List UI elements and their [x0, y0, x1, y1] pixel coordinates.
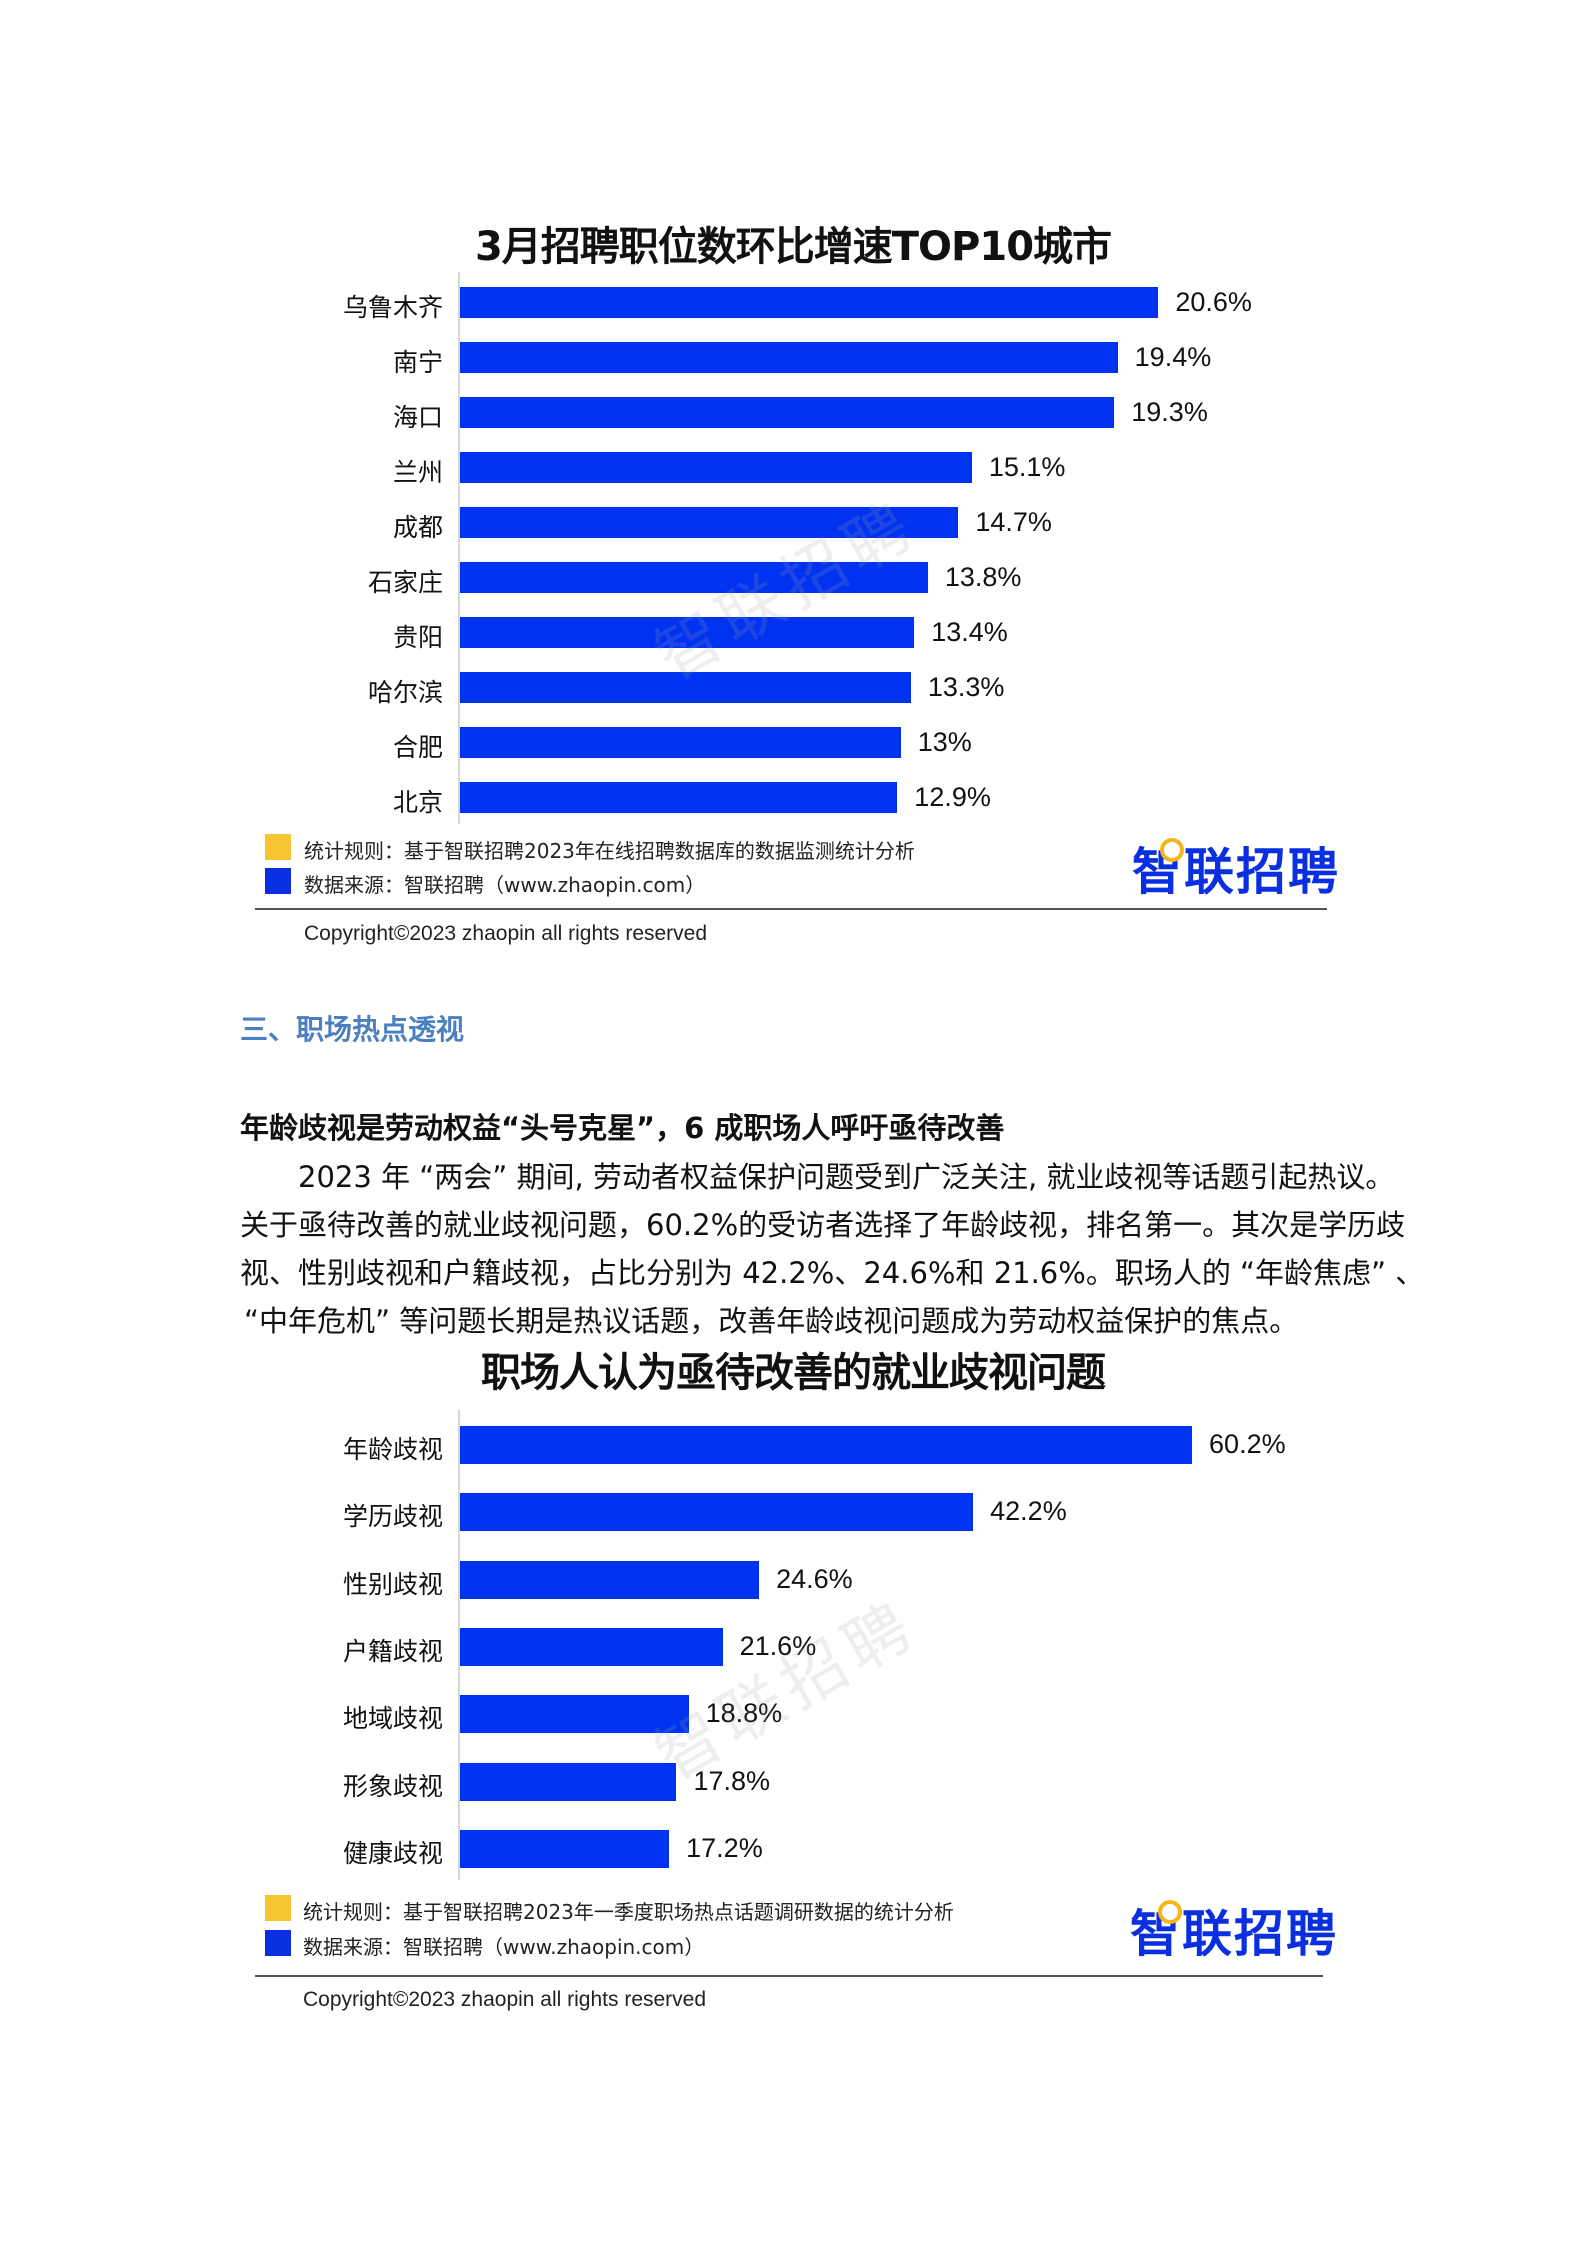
section-heading: 三、职场热点透视	[240, 1013, 465, 1046]
legend-source-swatch	[265, 868, 291, 894]
article-subheading: 年龄歧视是劳动权益“头号克星”，6 成职场人呼吁亟待改善	[240, 1111, 1005, 1145]
logo-pin-icon	[1158, 1900, 1182, 1924]
category-label: 北京	[392, 787, 443, 817]
value-label: 21.6%	[739, 1630, 817, 1661]
value-label: 17.8%	[693, 1765, 770, 1796]
bar	[460, 507, 959, 538]
category-label: 南宁	[392, 347, 443, 377]
value-label: 17.2%	[686, 1832, 763, 1863]
bar	[460, 1695, 689, 1734]
legend-source-swatch	[265, 1930, 291, 1956]
legend-rule-swatch	[265, 1895, 291, 1921]
bar	[460, 1627, 723, 1666]
bar	[460, 342, 1118, 373]
value-label: 13.8%	[944, 561, 1022, 592]
bar	[460, 1560, 760, 1599]
bar	[460, 727, 901, 758]
value-label: 13.3%	[927, 671, 1005, 702]
category-label: 地域歧视	[342, 1704, 443, 1734]
category-label: 成都	[392, 512, 443, 542]
bar	[460, 617, 915, 648]
chart2-source-text: 数据来源：智联招聘（www.zhaopin.com）	[303, 1935, 705, 1959]
chart1-divider	[255, 908, 1327, 910]
category-label: 石家庄	[367, 567, 443, 597]
category-label: 户籍歧视	[342, 1636, 443, 1666]
chart2-rule-text: 统计规则：基于智联招聘2023年一季度职场热点话题调研数据的统计分析	[303, 1900, 954, 1924]
paragraph-line-4: “中年危机” 等问题长期是热议话题，改善年龄歧视问题成为劳动权益保护的焦点。	[244, 1304, 1299, 1338]
value-label: 15.1%	[988, 451, 1066, 482]
chart2-title: 职场人认为亟待改善的就业歧视问题	[481, 1350, 1106, 1396]
category-label: 乌鲁木齐	[342, 292, 443, 322]
bar	[460, 672, 911, 703]
value-label: 19.3%	[1131, 396, 1208, 427]
category-label: 兰州	[392, 457, 443, 487]
bar	[460, 1493, 974, 1532]
value-label: 60.2%	[1209, 1429, 1286, 1459]
chart2-watermark: 智联招聘	[643, 1587, 931, 1796]
value-label: 12.9%	[914, 781, 991, 812]
category-label: 海口	[392, 402, 443, 432]
bar	[460, 397, 1115, 428]
chart1-copyright: Copyright©2023 zhaopin all rights reserv…	[304, 922, 708, 945]
bar	[460, 1426, 1193, 1464]
zhaopin-logo: 智联招聘	[1132, 832, 1340, 904]
value-label: 24.6%	[776, 1563, 853, 1594]
bar	[460, 452, 972, 483]
bar	[460, 1829, 670, 1868]
paragraph-line-3: 视、性别歧视和户籍歧视，占比分别为 42.2%、24.6%和 21.6%。职场人…	[240, 1256, 1425, 1290]
chart1-rule-text: 统计规则：基于智联招聘2023年在线招聘数据库的数据监测统计分析	[304, 839, 915, 863]
paragraph-line-1: 2023 年 “两会” 期间, 劳动者权益保护问题受到广泛关注, 就业歧视等话题…	[298, 1160, 1395, 1194]
bar	[460, 287, 1159, 318]
logo-pin-icon	[1160, 838, 1184, 862]
value-label: 42.2%	[990, 1496, 1067, 1527]
category-label: 合肥	[392, 732, 443, 762]
value-label: 14.7%	[975, 506, 1052, 537]
chart2-copyright: Copyright©2023 zhaopin all rights reserv…	[303, 1988, 707, 2011]
category-label: 学历歧视	[342, 1502, 443, 1532]
chart1-source-text: 数据来源：智联招聘（www.zhaopin.com）	[304, 873, 706, 897]
legend-rule-swatch	[265, 834, 291, 860]
paragraph-line-2: 关于亟待改善的就业歧视问题，60.2%的受访者选择了年龄歧视，排名第一。其次是学…	[240, 1208, 1406, 1242]
category-label: 性别歧视	[342, 1569, 443, 1599]
category-label: 形象歧视	[342, 1771, 443, 1801]
value-label: 18.8%	[705, 1698, 783, 1729]
value-label: 13%	[917, 726, 972, 757]
chart1-title: 3月招聘职位数环比增速TOP10城市	[474, 224, 1112, 270]
value-label: 13.4%	[931, 616, 1008, 647]
category-label: 年龄歧视	[342, 1435, 443, 1464]
bar	[460, 782, 898, 813]
chart2-axis	[458, 1410, 460, 1880]
value-label: 20.6%	[1175, 286, 1252, 317]
bar	[460, 562, 928, 593]
bar	[460, 1762, 677, 1801]
category-label: 贵阳	[392, 622, 443, 652]
chart2-divider	[255, 1975, 1323, 1977]
category-label: 哈尔滨	[367, 677, 443, 707]
zhaopin-logo: 智联招聘	[1130, 1894, 1338, 1966]
category-label: 健康歧视	[342, 1838, 443, 1868]
chart1-axis	[458, 272, 460, 824]
value-label: 19.4%	[1134, 341, 1212, 372]
